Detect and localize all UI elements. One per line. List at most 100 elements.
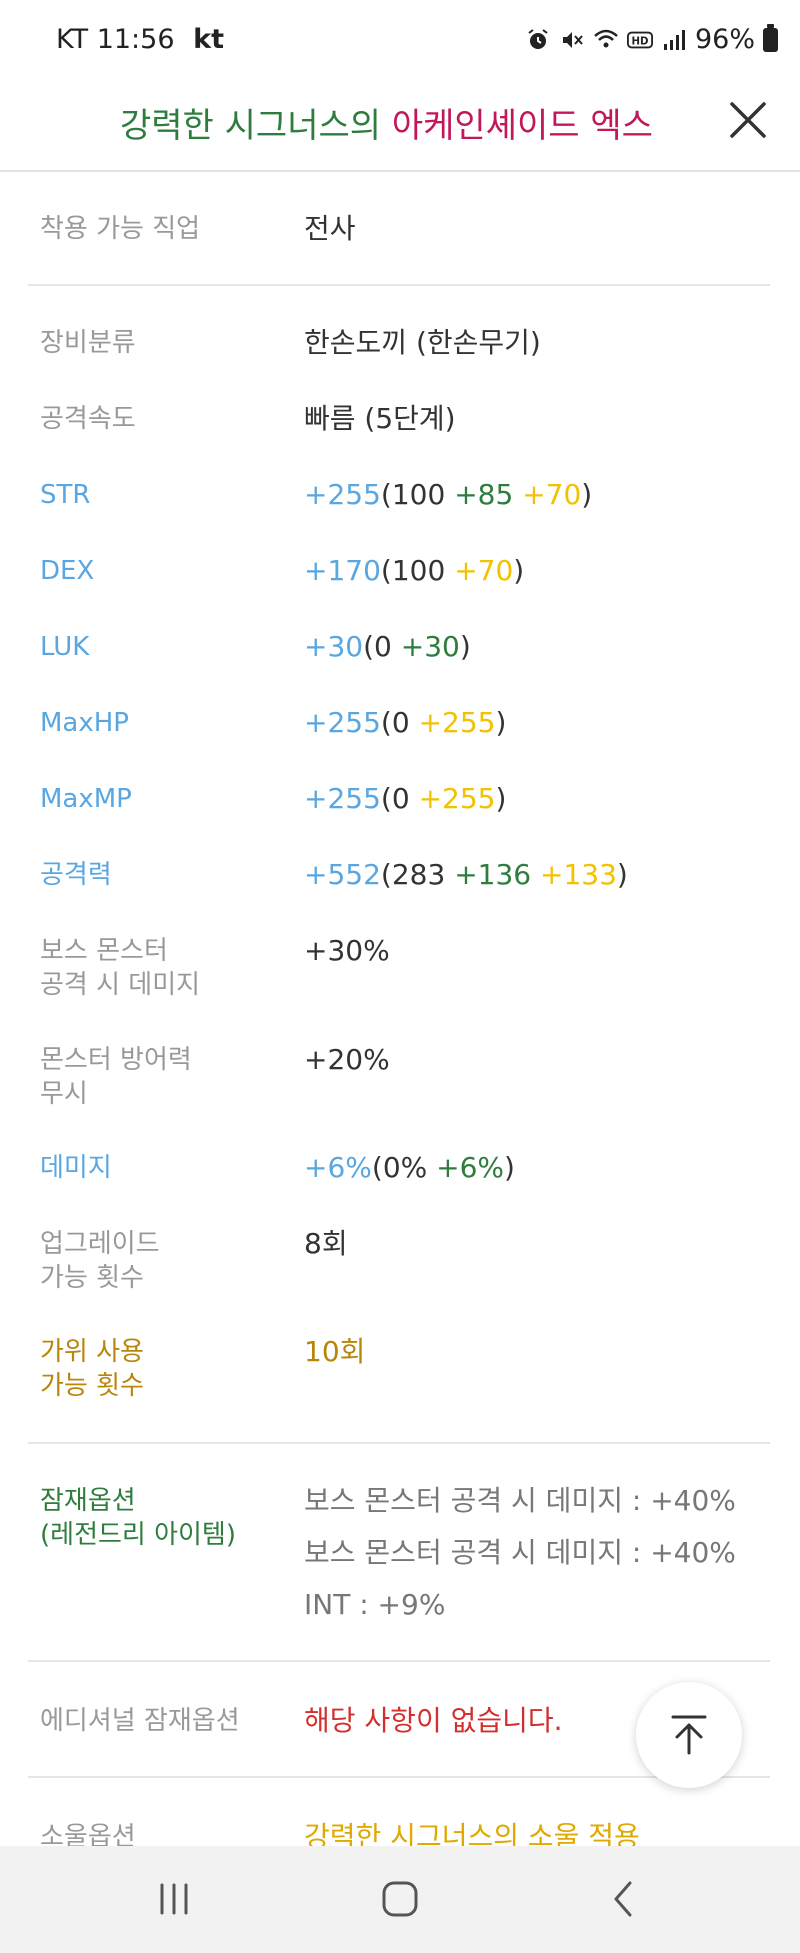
value-speed: 빠름 (5단계) — [304, 402, 456, 435]
value-damage: +6%(0% +6%) — [304, 1151, 515, 1185]
label-additional-potential: 에디셔널 잠재옵션 — [40, 1706, 240, 1736]
divider — [28, 1660, 770, 1662]
value-damage-total: +6% — [304, 1151, 372, 1184]
value-dex: +170(100 +70) — [304, 554, 524, 588]
status-left: KT 11:56 kt — [56, 24, 224, 55]
label-category: 장비분류 — [40, 328, 136, 358]
label-boss-line2: 공격 시 데미지 — [40, 970, 201, 1000]
value-str: +255(100 +85 +70) — [304, 478, 592, 512]
value-potential-list: 보스 몬스터 공격 시 데미지 : +40% 보스 몬스터 공격 시 데미지 :… — [304, 1484, 736, 1622]
value-maxhp-total: +255 — [304, 706, 381, 739]
value-maxmp-close: ) — [495, 782, 507, 815]
value-luk-total: +30 — [304, 630, 364, 663]
item-title: 강력한 시그너스의 아케인셰이드 엑스 — [120, 98, 653, 147]
label-attack: 공격력 — [40, 860, 112, 890]
value-job: 전사 — [304, 212, 356, 245]
potential-line: 보스 몬스터 공격 시 데미지 : +40% — [304, 1536, 736, 1569]
close-icon — [730, 102, 766, 138]
value-maxmp: +255(0 +255) — [304, 782, 506, 816]
svg-text:HD: HD — [631, 36, 648, 47]
label-boss-line1: 보스 몬스터 — [40, 936, 168, 966]
divider — [28, 1442, 770, 1444]
potential-line: INT : +9% — [304, 1588, 446, 1621]
value-luk-close: ) — [459, 630, 471, 663]
label-maxhp: MaxHP — [40, 708, 129, 738]
back-button[interactable] — [594, 1874, 654, 1924]
value-maxhp-base: (0 — [380, 706, 410, 739]
hd-icon: HD — [626, 27, 653, 53]
value-boss-damage: +30% — [304, 934, 390, 967]
battery-icon — [763, 23, 778, 52]
value-additional-potential: 해당 사항이 없습니다. — [304, 1704, 563, 1737]
clock: 11:56 — [96, 24, 175, 55]
battery-percent: 96% — [694, 24, 755, 55]
item-title-prefix: 강력한 시그너스의 — [120, 106, 382, 146]
label-scissors-line2: 가능 횟수 — [40, 1371, 144, 1401]
value-dex-close: ) — [513, 554, 525, 587]
status-right: HD 96% — [525, 23, 778, 55]
divider — [28, 284, 770, 286]
value-category: 한손도끼 (한손무기) — [304, 326, 541, 359]
potential-line: 보스 몬스터 공격 시 데미지 : +40% — [304, 1484, 736, 1517]
signal-icon — [661, 27, 687, 53]
value-str-add1: +85 — [454, 478, 514, 511]
recent-apps-button[interactable] — [144, 1874, 204, 1924]
value-maxmp-base: (0 — [380, 782, 410, 815]
recent-apps-icon — [160, 1883, 188, 1915]
divider — [28, 1776, 770, 1778]
value-attack-add2: +133 — [540, 858, 617, 891]
label-dex: DEX — [40, 556, 95, 586]
value-luk-base: (0 — [363, 630, 392, 663]
alarm-icon — [525, 27, 551, 53]
item-header: 강력한 시그너스의 아케인셰이드 엑스 — [0, 84, 800, 172]
value-str-add2: +70 — [522, 478, 582, 511]
value-luk-add1: +30 — [400, 630, 460, 663]
arrow-up-icon — [671, 1715, 707, 1755]
status-bar: KT 11:56 kt HD 96% — [0, 0, 800, 84]
carrier-label: KT — [56, 24, 89, 55]
label-maxmp: MaxMP — [40, 784, 132, 814]
value-scissors: 10회 — [304, 1335, 366, 1368]
carrier-logo: kt — [193, 24, 224, 55]
label-upgrade-line1: 업그레이드 — [40, 1229, 160, 1259]
label-ignore-line2: 무시 — [40, 1079, 88, 1109]
value-maxmp-add2: +255 — [418, 782, 496, 815]
label-potential-line2: (레전드리 아이템) — [40, 1520, 236, 1550]
value-str-total: +255 — [304, 478, 381, 511]
value-maxhp: +255(0 +255) — [304, 706, 506, 740]
home-icon — [382, 1881, 418, 1917]
value-str-close: ) — [581, 478, 593, 511]
value-str-base: (100 — [380, 478, 446, 511]
label-ignore-line1: 몬스터 방어력 — [40, 1045, 192, 1075]
scroll-top-button[interactable] — [636, 1682, 742, 1788]
value-damage-close: ) — [504, 1151, 515, 1184]
value-ignore-def: +20% — [304, 1043, 390, 1076]
system-nav-bar — [0, 1846, 800, 1953]
value-attack-add1: +136 — [454, 858, 532, 891]
label-potential: 잠재옵션 (레전드리 아이템) — [40, 1484, 236, 1552]
value-maxhp-close: ) — [495, 706, 507, 739]
wifi-icon — [593, 27, 619, 53]
value-luk: +30(0 +30) — [304, 630, 471, 664]
close-button[interactable] — [724, 96, 772, 144]
label-scissors: 가위 사용 가능 횟수 — [40, 1335, 144, 1403]
label-upgrade-line2: 가능 횟수 — [40, 1263, 144, 1293]
back-icon — [614, 1881, 632, 1917]
value-dex-base: (100 — [380, 554, 446, 587]
value-attack-base: (283 — [380, 858, 446, 891]
label-luk: LUK — [40, 632, 90, 662]
label-speed: 공격속도 — [40, 404, 136, 434]
value-attack: +552(283 +136 +133) — [304, 858, 628, 892]
value-dex-total: +170 — [304, 554, 381, 587]
value-maxmp-total: +255 — [304, 782, 381, 815]
value-damage-add1: +6% — [436, 1151, 505, 1184]
label-str: STR — [40, 480, 91, 510]
home-button[interactable] — [370, 1874, 430, 1924]
item-title-name: 아케인셰이드 엑스 — [391, 106, 653, 146]
value-maxhp-add2: +255 — [418, 706, 496, 739]
label-job: 착용 가능 직업 — [40, 214, 201, 244]
value-upgrade: 8회 — [304, 1227, 348, 1260]
